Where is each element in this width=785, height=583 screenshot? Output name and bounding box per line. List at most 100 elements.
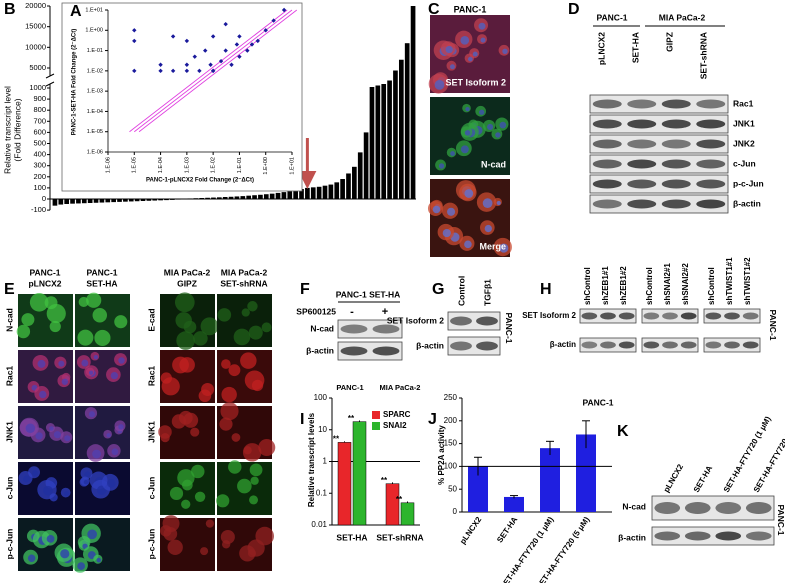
cell [219, 417, 233, 431]
column-label: GIPZ [177, 278, 197, 288]
column-label: MIA PaCa-2 [221, 267, 268, 277]
y-tick-label: 10000 [25, 42, 46, 51]
bar [310, 187, 316, 199]
nucleus [35, 432, 43, 440]
band [627, 179, 657, 189]
band [661, 99, 691, 109]
nucleus [434, 79, 445, 90]
cell [228, 460, 242, 474]
nucleus [53, 431, 62, 439]
nucleus [111, 448, 119, 456]
bar [334, 182, 340, 199]
y-tick-label: 800 [33, 105, 46, 114]
band [724, 341, 740, 349]
bar [123, 199, 128, 202]
row-label: p-c-Jun [733, 178, 764, 188]
nucleus [37, 359, 46, 368]
bar [375, 85, 381, 199]
cell [191, 464, 205, 479]
bar [357, 152, 363, 199]
bar [352, 166, 357, 199]
point [223, 48, 228, 53]
treatment-label: SP600125 [296, 306, 336, 316]
bar [299, 189, 304, 199]
band [696, 199, 726, 209]
lane-label: pLNCX2 [596, 32, 606, 65]
sign: + [382, 306, 388, 318]
y-tick-label: 200 [444, 416, 458, 425]
point [210, 34, 216, 39]
panel-letter: E [4, 281, 15, 298]
legend-label: SNAI2 [383, 421, 407, 430]
cell [183, 320, 197, 334]
bar [58, 199, 64, 205]
sign: - [350, 306, 354, 318]
cell [179, 357, 195, 373]
band [680, 341, 697, 349]
nucleus [83, 479, 89, 485]
bar [293, 190, 298, 199]
cell [251, 379, 264, 392]
nucleus [32, 470, 39, 477]
image-label: Merge [479, 241, 506, 251]
panel-title: PANC-1 [582, 397, 613, 407]
nucleus [464, 189, 474, 198]
point [208, 62, 213, 67]
column-label: PANC-1 [29, 267, 60, 277]
bar [305, 187, 310, 199]
y-axis-label: (Fold Difference) [12, 98, 22, 161]
group-label: PANC-1 [336, 383, 363, 392]
lane-label: shControl [583, 267, 592, 305]
bar [158, 199, 163, 201]
panel-letter: C [428, 1, 440, 18]
panel-title: PANC-1 [454, 4, 487, 14]
point [203, 48, 208, 53]
y-tick-label: 100 [33, 183, 46, 192]
band [662, 312, 678, 320]
y-tick-label: 1.E-04 [87, 109, 103, 115]
bar [328, 184, 334, 199]
cell [258, 438, 276, 456]
nucleus [58, 360, 65, 367]
y-tick-label: -100 [31, 205, 46, 214]
bar [228, 196, 234, 199]
nucleus [496, 200, 501, 206]
nucleus [60, 549, 70, 559]
side-label: PANC-1 [768, 309, 778, 340]
cell [248, 325, 263, 340]
cell [183, 412, 199, 428]
lane-label: shSNAI2#2 [681, 263, 690, 305]
band [618, 341, 635, 349]
bar [387, 80, 392, 199]
nucleus [445, 45, 453, 54]
band [450, 316, 472, 326]
cell [216, 494, 230, 508]
point [223, 21, 228, 27]
cell [49, 320, 61, 333]
nucleus [460, 35, 470, 45]
bar [352, 421, 367, 526]
band [592, 119, 622, 129]
cell [261, 322, 272, 333]
bar [269, 193, 275, 199]
row-label: Rac1 [4, 366, 14, 387]
cell [29, 293, 49, 312]
point [170, 68, 176, 74]
nucleus [87, 551, 96, 559]
nucleus [480, 37, 486, 43]
row-label: β-actin [416, 340, 444, 350]
cell [217, 308, 232, 322]
band [715, 502, 742, 514]
bar [81, 199, 87, 204]
nucleus [39, 390, 47, 399]
y-axis-label: PANC-1-SET-HA Fold Change (2⁻ΔCt) [72, 29, 78, 135]
band [742, 341, 759, 349]
nucleus [465, 106, 470, 112]
bar [164, 199, 169, 201]
nucleus [487, 123, 494, 130]
bar [398, 59, 404, 199]
band [654, 502, 681, 514]
band [696, 119, 726, 129]
row-label: p-c-Jun [4, 529, 14, 560]
nucleus [88, 370, 94, 375]
